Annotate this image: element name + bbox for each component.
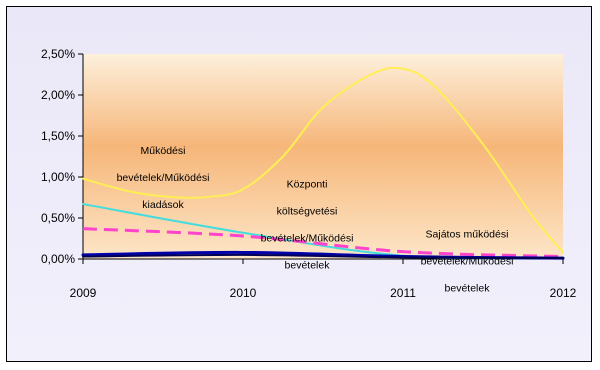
annotation-3: Sajátos működési bevételek/Működési bevéte… bbox=[421, 229, 514, 295]
annotation-line: bevételek/Működési bbox=[117, 172, 210, 184]
y-tick-label: 2,50% bbox=[41, 47, 75, 61]
series-line-5 bbox=[82, 253, 564, 260]
annotation-line: költségvetési bbox=[277, 206, 338, 218]
x-tick-label: 2009 bbox=[70, 286, 97, 300]
annotation-2: Központi költségvetési bevételek/Működési b… bbox=[261, 179, 354, 272]
series-line-3 bbox=[82, 227, 564, 259]
y-tick-label: 2,00% bbox=[41, 88, 75, 102]
plot-area bbox=[83, 54, 563, 259]
line-chart: 0,00% 0,50% 1,00% 1,50% 2,00% 2,50% 2009 2010 20… bbox=[41, 47, 577, 300]
annotation-line: bevételek bbox=[285, 260, 331, 272]
annotation-line: Működési bbox=[141, 145, 186, 157]
y-tick-label: 1,00% bbox=[41, 170, 75, 184]
y-tick-label: 0,50% bbox=[41, 211, 75, 225]
x-tick-label: 2010 bbox=[230, 286, 257, 300]
series-line-1 bbox=[82, 66, 564, 254]
x-tick-label: 2011 bbox=[390, 286, 416, 300]
annotation-line: bevételek/Működési bbox=[261, 233, 354, 245]
y-tick-label: 1,50% bbox=[41, 129, 75, 143]
y-tick-label: 0,00% bbox=[41, 252, 75, 266]
annotation-line: bevételek bbox=[445, 283, 491, 295]
annotation-line: bevételek/Működési bbox=[421, 256, 514, 268]
x-tick-label: 2012 bbox=[550, 286, 577, 300]
annotation-line: kiadások bbox=[142, 199, 184, 211]
annotation-line: Sajátos működési bbox=[426, 229, 509, 241]
annotation-line: Központi bbox=[287, 179, 328, 191]
chart-frame: 0,00% 0,50% 1,00% 1,50% 2,00% 2,50% 2009 2010 20… bbox=[6, 6, 592, 362]
annotation-1: Működési bevételek/Működési kiadások bbox=[117, 145, 210, 211]
